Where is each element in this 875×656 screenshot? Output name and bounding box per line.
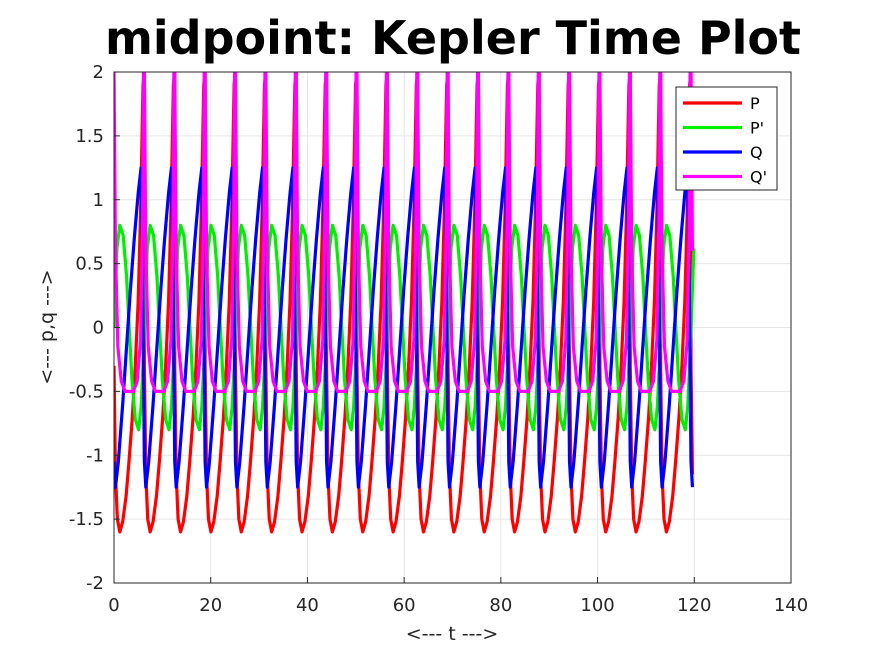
y-axis-label: <--- p,q ---> <box>36 269 58 384</box>
x-tick-label: 120 <box>677 595 711 616</box>
x-axis-label: <--- t ---> <box>406 623 499 645</box>
y-tick-label: -1.5 <box>69 509 104 530</box>
x-tick-label: 80 <box>489 595 512 616</box>
y-tick-label: 1 <box>93 190 104 211</box>
y-tick-label: 1.5 <box>75 126 104 147</box>
legend-label: P' <box>750 119 764 138</box>
x-tick-label: 140 <box>774 595 808 616</box>
x-tick-label: 40 <box>296 595 319 616</box>
x-tick-label: 100 <box>580 595 614 616</box>
legend-label: P <box>750 94 760 113</box>
chart-title: midpoint: Kepler Time Plot <box>105 11 801 65</box>
legend-label: Q' <box>750 168 767 187</box>
y-tick-label: -2 <box>86 573 104 594</box>
y-tick-label: 2 <box>93 62 104 83</box>
series-line-3 <box>114 166 695 489</box>
y-tick-label: 0 <box>93 318 104 339</box>
y-tick-label: -0.5 <box>69 381 104 402</box>
x-tick-label: 0 <box>108 595 119 616</box>
y-tick-label: -1 <box>86 445 104 466</box>
legend-label: Q <box>750 143 763 162</box>
y-tick-label: 0.5 <box>75 254 104 275</box>
x-tick-label: 20 <box>199 595 222 616</box>
legend: P P' Q Q' <box>675 86 778 191</box>
x-tick-label: 60 <box>393 595 416 616</box>
plot-series <box>114 72 696 534</box>
series-line-4 <box>114 72 695 393</box>
axis-ticks: 0 20 40 60 80 100 120 140 -2 -1.5 -1 -0.5 0 0.5 1 1.5 2 <box>69 62 808 616</box>
